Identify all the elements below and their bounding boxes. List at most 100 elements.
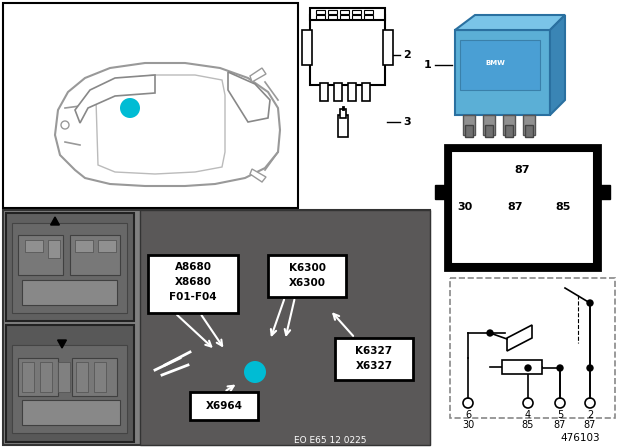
Text: 1: 1	[126, 103, 134, 113]
Text: 5: 5	[557, 410, 563, 420]
Bar	[340, 15, 349, 19]
Text: 2: 2	[403, 50, 411, 60]
Bar	[18, 235, 63, 275]
Text: 4: 4	[525, 410, 531, 420]
Bar	[364, 15, 373, 19]
Polygon shape	[550, 15, 565, 115]
Bar	[328, 15, 337, 19]
Polygon shape	[55, 63, 280, 186]
Bar	[364, 10, 373, 14]
Circle shape	[244, 361, 266, 383]
Polygon shape	[58, 340, 67, 348]
Text: 87: 87	[584, 420, 596, 430]
Bar	[190, 392, 258, 420]
Text: 85: 85	[556, 202, 571, 212]
Bar	[75, 240, 93, 252]
Polygon shape	[75, 75, 155, 123]
Text: 30: 30	[462, 420, 474, 430]
Bar	[310, 15, 385, 85]
Bar	[140, 210, 430, 445]
Polygon shape	[250, 169, 266, 182]
Bar	[3, 3, 298, 208]
Circle shape	[487, 330, 493, 336]
Bar	[340, 109, 346, 118]
Bar	[460, 40, 540, 90]
Text: 1: 1	[251, 366, 259, 379]
Polygon shape	[96, 75, 225, 174]
Bar	[483, 115, 495, 135]
Bar	[348, 83, 356, 101]
Circle shape	[587, 300, 593, 306]
Text: 87: 87	[515, 165, 530, 175]
Bar	[316, 15, 325, 19]
Bar	[320, 83, 328, 101]
Text: X6964: X6964	[205, 401, 243, 411]
Bar	[383, 30, 393, 65]
Bar	[596, 185, 610, 199]
Text: K6327: K6327	[355, 346, 392, 356]
Text: K6300: K6300	[289, 263, 326, 273]
Bar	[445, 145, 600, 270]
Bar	[22, 280, 117, 305]
Bar	[148, 255, 238, 313]
Text: 87: 87	[554, 420, 566, 430]
Bar	[3, 210, 430, 445]
Text: 3: 3	[403, 117, 411, 127]
Bar	[22, 362, 34, 392]
Bar	[334, 83, 342, 101]
Bar	[94, 362, 106, 392]
Bar	[525, 125, 533, 137]
Bar	[25, 240, 43, 252]
Text: EO E65 12 0225: EO E65 12 0225	[294, 435, 366, 444]
Bar	[58, 362, 70, 392]
Text: 30: 30	[458, 202, 472, 212]
Bar	[12, 345, 127, 433]
Bar	[76, 362, 88, 392]
Bar	[450, 278, 615, 418]
Circle shape	[557, 365, 563, 371]
Text: 2: 2	[587, 410, 593, 420]
Bar	[352, 15, 361, 19]
Bar	[485, 125, 493, 137]
Bar	[435, 185, 449, 199]
Bar	[465, 125, 473, 137]
Circle shape	[525, 365, 531, 371]
Polygon shape	[250, 68, 266, 82]
Bar	[40, 362, 52, 392]
Bar	[352, 10, 361, 14]
Text: BMW: BMW	[485, 60, 505, 66]
Bar	[503, 115, 515, 135]
Bar	[48, 240, 60, 258]
Bar	[316, 10, 325, 14]
Bar	[310, 8, 385, 20]
Bar	[453, 153, 592, 262]
Text: X8680: X8680	[175, 277, 211, 287]
Text: 85: 85	[522, 420, 534, 430]
Circle shape	[587, 365, 593, 371]
Bar	[463, 115, 475, 135]
Text: A8680: A8680	[175, 262, 211, 272]
Bar	[302, 30, 312, 65]
Bar	[505, 125, 513, 137]
Polygon shape	[228, 72, 270, 122]
Text: 476103: 476103	[560, 433, 600, 443]
Bar	[451, 151, 594, 264]
Bar	[335, 338, 413, 380]
Bar	[70, 235, 120, 275]
Bar	[328, 10, 337, 14]
Bar	[268, 255, 346, 297]
Text: X6300: X6300	[289, 278, 326, 288]
Bar	[362, 83, 370, 101]
Bar	[6, 213, 134, 321]
Text: F01-F04: F01-F04	[169, 292, 217, 302]
Bar	[338, 115, 348, 137]
Text: 87: 87	[508, 202, 523, 212]
Text: 1: 1	[424, 60, 432, 70]
Bar	[22, 400, 120, 425]
Bar	[72, 358, 117, 396]
FancyBboxPatch shape	[455, 30, 550, 115]
Circle shape	[120, 98, 140, 118]
Bar	[12, 223, 127, 313]
Bar	[502, 360, 542, 374]
Bar	[340, 10, 349, 14]
